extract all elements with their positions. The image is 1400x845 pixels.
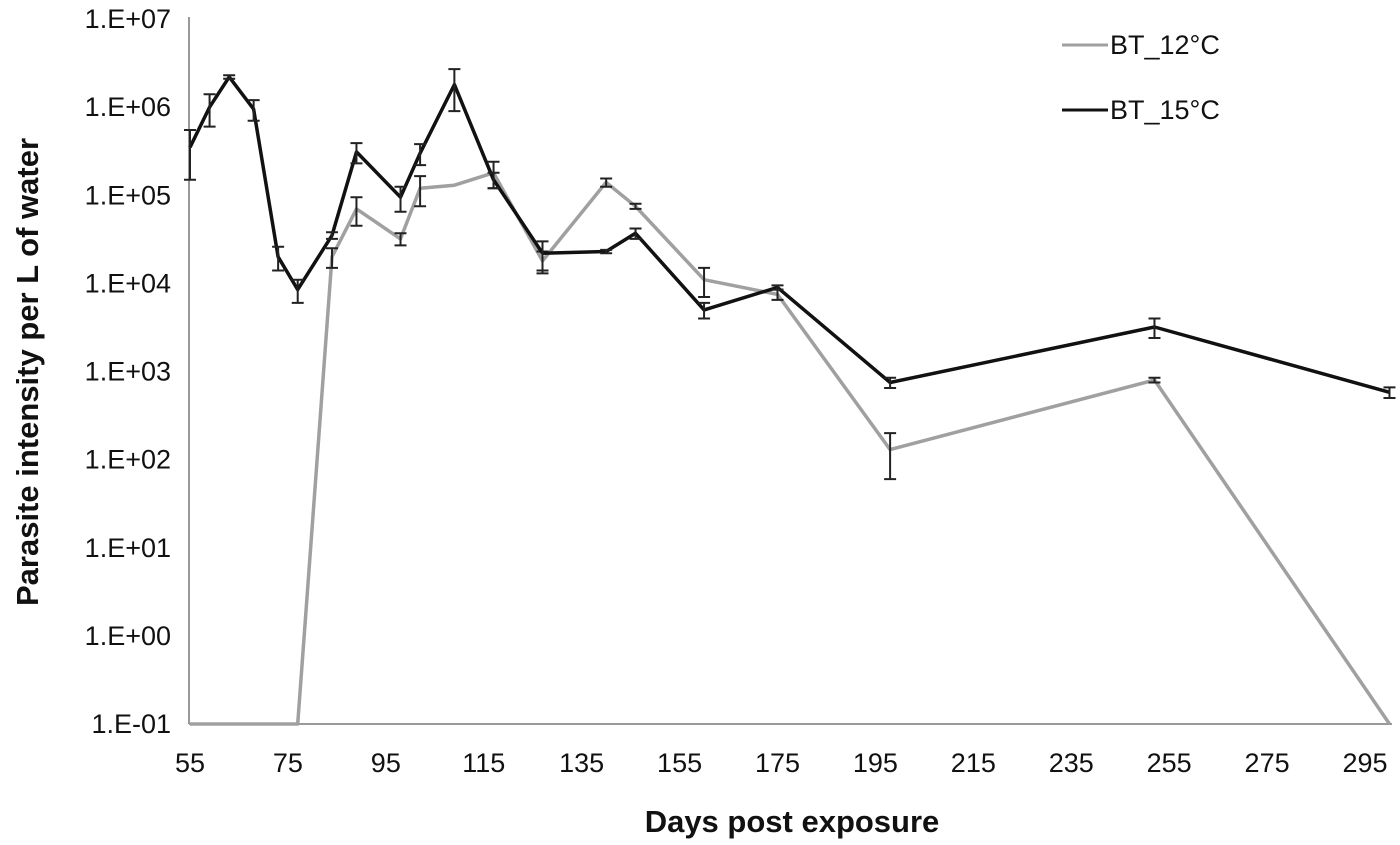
x-tick-label: 55	[175, 748, 205, 778]
error-bar	[223, 74, 236, 80]
x-axis-title: Days post exposure	[645, 804, 940, 839]
error-bar	[1148, 317, 1161, 339]
error-bar	[350, 196, 363, 227]
legend-item-12c: BT_12°C	[1062, 30, 1220, 60]
x-tick-label: 255	[1147, 748, 1192, 778]
series-15c	[184, 68, 1396, 400]
error-bar	[698, 266, 711, 299]
y-tick-label: 1.E+05	[85, 180, 171, 210]
x-tick-label: 175	[755, 748, 800, 778]
series-12c	[190, 160, 1391, 726]
error-bar	[536, 240, 549, 272]
x-tick-label: 195	[853, 748, 898, 778]
x-tick-label: 295	[1342, 748, 1387, 778]
legend-label-12c: BT_12°C	[1110, 30, 1220, 60]
error-bar	[629, 202, 642, 210]
error-bar	[629, 227, 642, 240]
legend-label-15c: BT_15°C	[1110, 95, 1220, 125]
x-tick-label: 155	[657, 748, 702, 778]
y-tick-label: 1.E+02	[85, 445, 171, 475]
error-bar	[884, 432, 897, 481]
y-axis-title: Parasite intensity per L of water	[10, 138, 45, 606]
x-tick-label: 135	[559, 748, 604, 778]
error-bar	[414, 143, 427, 167]
error-bar	[600, 248, 613, 255]
series-line	[190, 171, 1391, 726]
y-tick-label: 1.E+07	[85, 4, 171, 34]
error-bar	[394, 232, 407, 247]
error-bar	[350, 142, 363, 165]
x-tick-label: 75	[273, 748, 303, 778]
error-bar	[203, 93, 216, 128]
plot-area	[184, 68, 1396, 726]
x-tick-label: 215	[951, 748, 996, 778]
error-bar	[1148, 376, 1161, 384]
y-tick-label: 1.E+06	[85, 92, 171, 122]
error-bar	[771, 284, 784, 291]
error-bar	[291, 278, 304, 304]
x-axis-tick-labels: 55 75 95 115 135 155 175 195 215 235 255 275 295	[175, 748, 1388, 778]
error-bar	[698, 301, 711, 320]
error-bar	[325, 231, 338, 240]
error-bar	[884, 376, 897, 389]
error-bar	[394, 185, 407, 213]
y-tick-label: 1.E-01	[91, 709, 171, 739]
error-bar	[600, 177, 613, 188]
x-tick-label: 235	[1049, 748, 1094, 778]
error-bar	[414, 175, 427, 208]
y-tick-label: 1.E+00	[85, 621, 171, 651]
error-bar	[1383, 386, 1396, 400]
y-tick-label: 1.E+04	[85, 268, 171, 298]
legend: BT_12°C BT_15°C	[1062, 30, 1220, 125]
y-axis-tick-labels: 1.E+07 1.E+06 1.E+05 1.E+04 1.E+03 1.E+02 1.E+…	[85, 4, 171, 739]
error-bar	[487, 171, 500, 190]
x-tick-label: 115	[462, 748, 505, 778]
x-tick-label: 275	[1245, 748, 1290, 778]
error-bar	[247, 99, 260, 122]
y-tick-label: 1.E+01	[85, 533, 171, 563]
y-tick-label: 1.E+03	[85, 357, 171, 387]
error-bar	[184, 129, 196, 181]
x-tick-label: 95	[371, 748, 401, 778]
error-bar	[448, 68, 461, 113]
series-line	[188, 75, 1390, 394]
error-bar	[272, 245, 285, 272]
legend-item-15c: BT_15°C	[1062, 95, 1220, 125]
error-bar	[325, 247, 338, 269]
